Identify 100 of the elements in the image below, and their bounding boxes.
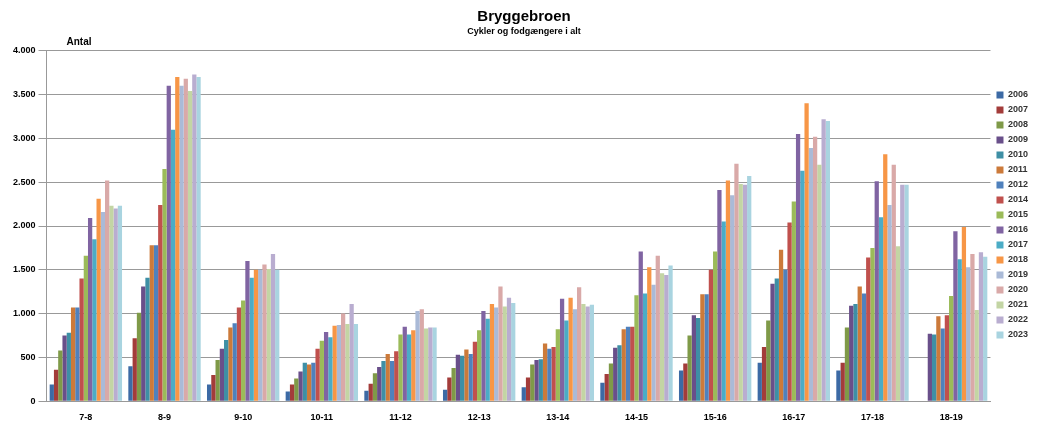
- bar: [341, 313, 346, 401]
- bar: [75, 307, 80, 401]
- bar: [638, 251, 643, 401]
- bar: [398, 334, 403, 401]
- bar: [836, 370, 841, 401]
- bar: [559, 298, 565, 401]
- bar: [555, 329, 560, 401]
- y-tick-label: 1.000: [12, 308, 36, 319]
- bar: [236, 307, 242, 401]
- y-axis-title: Antal: [66, 35, 92, 47]
- bar: [211, 374, 216, 401]
- bar: [870, 247, 875, 401]
- bar: [721, 221, 726, 401]
- bar: [319, 340, 324, 401]
- bar: [406, 334, 412, 401]
- bar: [224, 339, 229, 401]
- bar: [83, 255, 88, 401]
- bar: [613, 347, 618, 401]
- legend-label: 2023: [1007, 329, 1029, 340]
- bar: [411, 330, 416, 401]
- y-tick-label: 3.500: [12, 89, 36, 100]
- bar: [844, 327, 850, 401]
- bar: [289, 384, 295, 401]
- bar: [734, 163, 739, 401]
- bar: [774, 278, 779, 401]
- bar: [974, 310, 979, 401]
- bar: [332, 325, 337, 401]
- bar: [944, 315, 950, 401]
- y-tick-label: 1.500: [12, 264, 36, 275]
- bar: [538, 359, 543, 401]
- bar: [642, 293, 648, 401]
- bar: [87, 218, 93, 401]
- bar: [481, 310, 486, 401]
- bar: [258, 269, 263, 401]
- bar: [683, 363, 688, 401]
- bar: [757, 362, 762, 401]
- chart-subtitle: Cykler og fodgængere i alt: [467, 25, 581, 36]
- bar: [572, 309, 577, 401]
- bar: [170, 129, 176, 401]
- bar: [725, 180, 731, 401]
- bar: [266, 268, 271, 401]
- bar: [353, 324, 359, 401]
- bar: [747, 176, 752, 401]
- x-tick-label: 10-11: [310, 412, 334, 423]
- bar: [149, 245, 154, 401]
- bar: [857, 286, 862, 401]
- bar: [219, 348, 225, 401]
- bar: [647, 267, 652, 401]
- bar: [389, 360, 395, 401]
- bar: [275, 269, 280, 401]
- bar: [270, 254, 276, 401]
- bar: [525, 377, 531, 401]
- bar: [783, 269, 788, 401]
- x-tick-label: 14-15: [624, 412, 649, 423]
- legend-label: 2015: [1007, 209, 1029, 220]
- bar: [825, 120, 831, 401]
- bar: [687, 335, 692, 401]
- legend-label: 2006: [1007, 89, 1029, 100]
- legend-label: 2010: [1007, 149, 1029, 160]
- bar: [423, 328, 429, 401]
- bar: [659, 273, 665, 401]
- bar: [800, 170, 805, 401]
- bar: [604, 374, 609, 401]
- bar: [372, 373, 378, 401]
- bar: [117, 205, 123, 401]
- bar: [285, 391, 290, 401]
- x-tick-label: 17-18: [860, 412, 884, 423]
- bar: [634, 295, 639, 401]
- bar: [158, 204, 163, 401]
- bar: [668, 265, 673, 401]
- bar: [323, 332, 329, 401]
- bar: [511, 303, 516, 401]
- bar: [589, 304, 595, 401]
- bar: [766, 320, 771, 401]
- bar: [196, 77, 201, 401]
- bar: [949, 296, 954, 401]
- bar: [477, 330, 482, 401]
- bar: [100, 211, 106, 401]
- bar: [700, 294, 705, 401]
- bar: [183, 78, 188, 401]
- legend-label: 2022: [1007, 314, 1029, 325]
- bar: [442, 389, 448, 401]
- bar: [866, 257, 871, 401]
- bar: [978, 252, 984, 401]
- bar: [808, 148, 813, 401]
- bar: [377, 367, 382, 401]
- x-tick-label: 16-17: [782, 412, 806, 423]
- bar: [92, 239, 97, 401]
- bar: [900, 184, 905, 401]
- bar: [534, 360, 539, 401]
- bar: [162, 169, 167, 401]
- bar: [241, 300, 246, 401]
- legend-label: 2011: [1007, 164, 1028, 175]
- bar: [62, 335, 67, 401]
- bar: [849, 305, 854, 401]
- bar: [249, 277, 254, 401]
- bar: [179, 85, 184, 401]
- bar: [691, 315, 696, 401]
- bar: [381, 360, 386, 401]
- bar: [625, 326, 631, 401]
